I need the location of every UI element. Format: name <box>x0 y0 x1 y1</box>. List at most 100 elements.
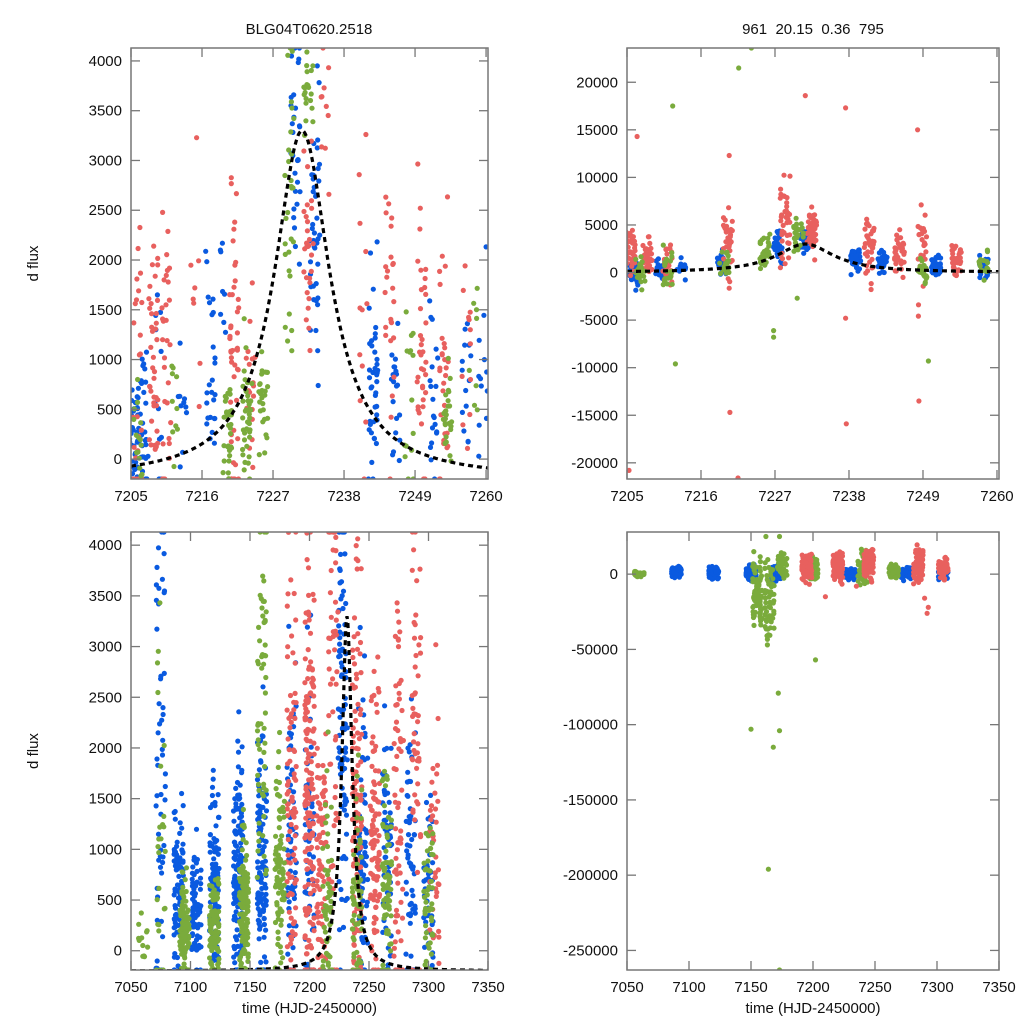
point-green <box>981 277 987 283</box>
point-blue <box>478 383 484 389</box>
point-red <box>333 817 339 823</box>
point-green <box>240 452 246 458</box>
point-red <box>923 249 929 255</box>
point-green <box>228 444 234 450</box>
point-blue <box>257 870 263 876</box>
point-red <box>395 727 401 734</box>
point-green <box>256 820 262 826</box>
point-green <box>208 960 214 966</box>
point-red <box>373 874 379 880</box>
point-red <box>628 233 634 239</box>
point-red <box>357 651 363 657</box>
point-red <box>302 802 308 809</box>
point-red <box>418 267 424 273</box>
point-green <box>358 854 364 860</box>
point-red <box>396 800 402 806</box>
point-blue <box>337 567 343 574</box>
point-blue <box>221 291 228 297</box>
point-red <box>443 365 449 371</box>
point-blue <box>362 792 368 798</box>
point-red <box>314 883 320 889</box>
point-blue <box>207 849 213 855</box>
point-blue <box>366 375 373 381</box>
point-green <box>354 773 360 779</box>
point-blue <box>390 449 397 455</box>
point-red <box>353 543 359 549</box>
point-red <box>444 194 451 200</box>
point-blue <box>360 697 366 703</box>
point-red <box>234 345 240 351</box>
point-blue <box>336 623 342 629</box>
point-blue <box>154 958 160 964</box>
point-green <box>794 226 801 232</box>
point-green <box>260 613 266 619</box>
point-blue <box>459 367 465 373</box>
point-green <box>256 624 262 631</box>
point-red <box>418 287 424 293</box>
point-green <box>239 847 245 853</box>
point-red <box>393 702 399 708</box>
point-blue <box>381 787 387 793</box>
point-blue <box>410 866 416 872</box>
model-curve <box>627 242 999 274</box>
point-blue <box>429 440 435 446</box>
point-red <box>389 215 395 221</box>
point-red <box>956 251 962 257</box>
point-red <box>290 920 297 927</box>
point-blue <box>286 923 292 929</box>
point-green <box>383 884 389 890</box>
point-red <box>435 798 441 804</box>
point-green <box>216 881 222 887</box>
point-green <box>667 275 673 281</box>
point-blue <box>715 576 721 582</box>
point-red <box>373 956 379 962</box>
point-red <box>429 779 435 785</box>
point-green <box>421 888 427 895</box>
point-green <box>259 605 265 611</box>
point-red <box>861 244 868 250</box>
point-blue <box>209 784 216 790</box>
point-red <box>309 786 315 792</box>
point-outlier-red <box>916 398 922 404</box>
point-green <box>181 961 187 967</box>
point-green <box>410 352 416 358</box>
point-red <box>414 379 420 385</box>
point-blue <box>406 814 412 820</box>
point-green <box>241 467 247 473</box>
point-blue <box>338 886 344 893</box>
point-green <box>281 860 287 866</box>
point-green <box>429 906 435 912</box>
point-blue <box>678 255 684 261</box>
point-green <box>262 450 268 456</box>
point-blue <box>339 855 345 862</box>
point-green <box>471 300 477 306</box>
point-red <box>918 202 924 208</box>
point-blue <box>308 744 314 750</box>
point-blue <box>286 623 292 629</box>
point-green <box>445 387 451 393</box>
point-red <box>397 835 403 841</box>
point-blue <box>143 400 149 406</box>
point-red <box>642 246 648 253</box>
point-blue <box>316 161 323 167</box>
point-red <box>428 803 435 809</box>
point-blue <box>315 236 321 242</box>
point-green <box>719 249 725 255</box>
point-red <box>134 276 140 282</box>
point-blue <box>260 906 267 912</box>
point-blue <box>341 792 347 798</box>
point-green <box>323 950 330 957</box>
point-red <box>399 915 406 921</box>
point-green <box>239 823 245 829</box>
point-green <box>303 100 309 106</box>
point-red <box>306 617 312 623</box>
point-red <box>287 874 293 881</box>
point-red <box>415 161 421 167</box>
point-blue <box>291 92 297 98</box>
point-red <box>787 173 793 179</box>
point-red <box>330 676 336 682</box>
point-red <box>808 235 814 241</box>
point-green <box>669 281 675 287</box>
point-blue <box>394 415 400 421</box>
point-red <box>394 600 400 606</box>
